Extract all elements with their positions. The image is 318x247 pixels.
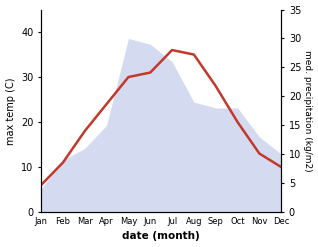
Y-axis label: max temp (C): max temp (C) <box>5 77 16 144</box>
Y-axis label: med. precipitation (kg/m2): med. precipitation (kg/m2) <box>303 50 313 172</box>
X-axis label: date (month): date (month) <box>122 231 200 242</box>
